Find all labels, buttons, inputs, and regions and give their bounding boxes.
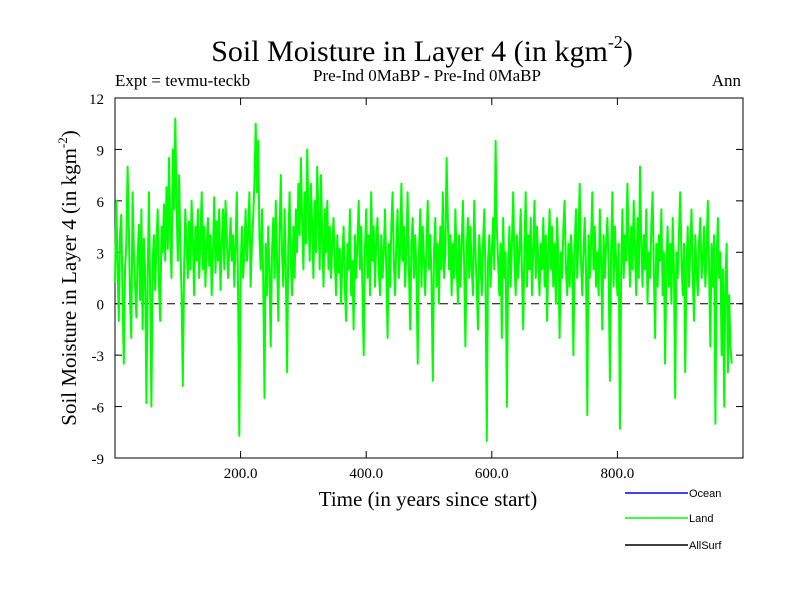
y-axis-label-superscript: -2 [55,137,70,148]
x-tick-label: 400.0 [349,466,383,482]
subtitle: Pre-Ind 0MaBP - Pre-Ind 0MaBP [313,66,541,85]
y-tick-label: 0 [97,298,105,314]
x-axis-label: Time (in years since start) [319,487,538,511]
chart-title: Soil Moisture in Layer 4 (in kgm-2) [211,32,633,68]
y-tick-label: 6 [97,195,105,211]
chart-title-superscript: -2 [608,32,623,52]
period-label: Ann [712,71,742,90]
legend: Ocean Land AllSurf [625,488,722,552]
x-tick-label: 800.0 [601,466,635,482]
y-tick-label: 3 [97,246,105,262]
legend-label-ocean: Ocean [689,488,721,500]
y-tick-label: 12 [89,92,104,108]
x-tick-label: 200.0 [224,466,258,482]
series-line-land [114,117,733,442]
experiment-label: Expt = tevmu-teckb [115,71,250,90]
legend-label-land: Land [689,513,713,525]
y-axis-ticks: 12 9 6 3 0 -3 -6 -9 [89,92,743,468]
y-tick-label: -6 [92,401,105,417]
y-tick-label: -3 [92,349,105,365]
y-axis-label: Soil Moisture in Layer 4 (in kgm-2) [55,130,81,425]
y-tick-label: -9 [92,452,105,468]
y-tick-label: 9 [97,143,105,159]
x-tick-label: 600.0 [475,466,509,482]
x-axis-ticks: 200.0 400.0 600.0 800.0 [224,98,635,482]
legend-label-allsurf: AllSurf [689,540,722,552]
